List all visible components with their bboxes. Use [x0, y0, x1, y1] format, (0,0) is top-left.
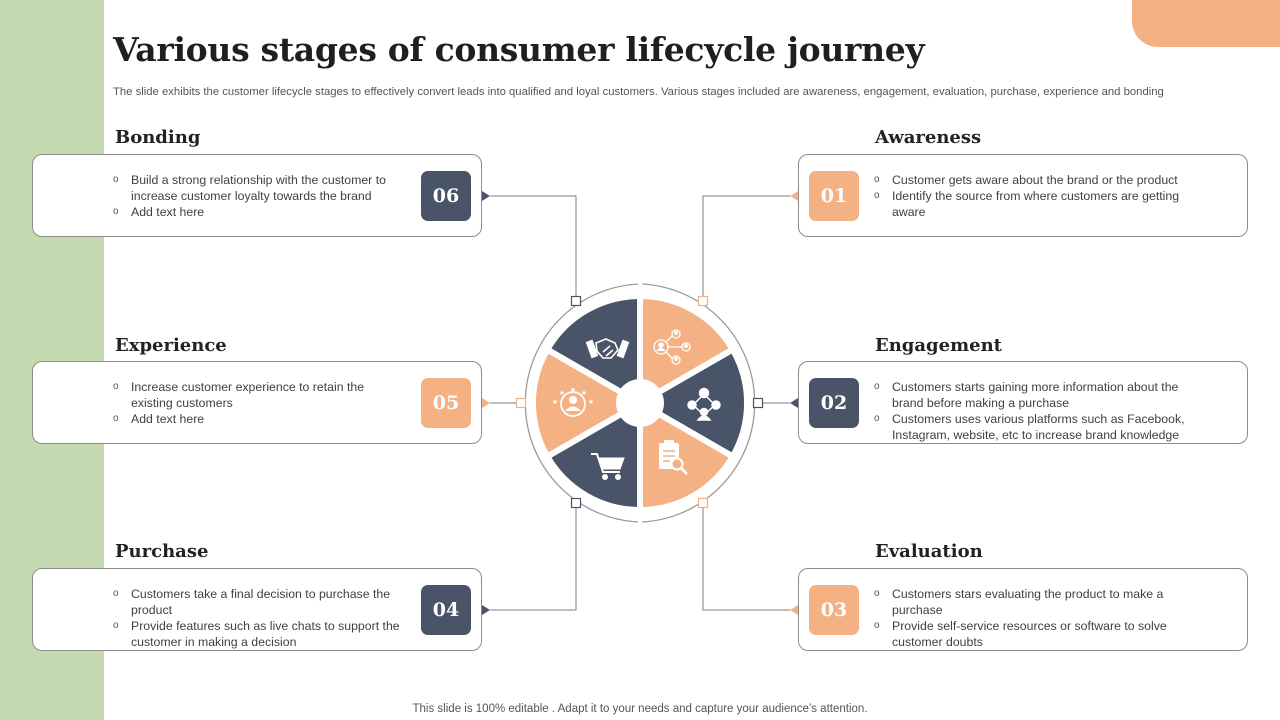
sector-evaluation [637, 397, 737, 514]
handshake-icon [585, 338, 630, 359]
sector-experience [530, 345, 647, 461]
corner-accent-tab [1132, 0, 1280, 47]
stage-title-experience: Experience [115, 335, 227, 356]
stage-card-bonding: Build a strong relationship with the cus… [32, 154, 482, 237]
bullet-list: Build a strong relationship with the cus… [113, 172, 408, 220]
stage-title-bonding: Bonding [115, 127, 201, 148]
svg-text:★: ★ [588, 398, 594, 406]
bullet-item: Identify the source from where customers… [874, 188, 1209, 220]
stage-number-badge: 02 [809, 378, 859, 428]
customer-rating-icon: ★ ★ ★ ★ ★ [552, 386, 594, 417]
bullet-item: Customers uses various platforms such as… [874, 411, 1209, 443]
bullet-item: Customers take a final decision to purch… [113, 586, 408, 618]
clipboard-search-icon [659, 440, 688, 475]
bullet-list: Customers take a final decision to purch… [113, 586, 408, 650]
sector-awareness [637, 292, 737, 409]
stage-title-evaluation: Evaluation [875, 541, 983, 562]
bullet-item: Increase customer experience to retain t… [113, 379, 408, 411]
bullet-item: Customer gets aware about the brand or t… [874, 172, 1209, 188]
svg-text:★: ★ [581, 389, 587, 397]
svg-text:★: ★ [570, 386, 576, 394]
stage-card-engagement: 02 Customers starts gaining more informa… [798, 361, 1248, 444]
bullet-list: Increase customer experience to retain t… [113, 379, 408, 427]
stage-card-awareness: 01 Customer gets aware about the brand o… [798, 154, 1248, 237]
sector-purchase [543, 397, 643, 514]
stage-number-badge: 05 [421, 378, 471, 428]
svg-text:★: ★ [552, 398, 558, 406]
bullet-item: Customers stars evaluating the product t… [874, 586, 1209, 618]
wheel-center [616, 379, 664, 427]
bullet-item: Provide self-service resources or softwa… [874, 618, 1209, 650]
page-title: Various stages of consumer lifecycle jou… [113, 30, 925, 69]
stage-card-purchase: Customers take a final decision to purch… [32, 568, 482, 651]
stage-number-badge: 04 [421, 585, 471, 635]
bullet-item: Customers starts gaining more informatio… [874, 379, 1209, 411]
bullet-item: Build a strong relationship with the cus… [113, 172, 408, 204]
page-subtitle: The slide exhibits the customer lifecycl… [113, 86, 1164, 98]
bullet-list: Customers starts gaining more informatio… [874, 379, 1209, 443]
stage-title-engagement: Engagement [875, 335, 1002, 356]
bullet-list: Customer gets aware about the brand or t… [874, 172, 1209, 220]
group-network-icon [653, 329, 691, 365]
shopping-cart-icon [591, 453, 625, 480]
stage-title-purchase: Purchase [115, 541, 209, 562]
bullet-item: Add text here [113, 204, 408, 220]
stage-number-badge: 01 [809, 171, 859, 221]
bullet-item: Provide features such as live chats to s… [113, 618, 408, 650]
bullet-list: Customers stars evaluating the product t… [874, 586, 1209, 650]
stage-card-evaluation: 03 Customers stars evaluating the produc… [798, 568, 1248, 651]
stage-number-badge: 03 [809, 585, 859, 635]
footer-note: This slide is 100% editable . Adapt it t… [412, 703, 868, 715]
bullet-item: Add text here [113, 411, 408, 427]
svg-text:★: ★ [559, 389, 565, 397]
people-network-icon [687, 387, 721, 421]
stage-card-experience: Increase customer experience to retain t… [32, 361, 482, 444]
stage-number-badge: 06 [421, 171, 471, 221]
stage-title-awareness: Awareness [875, 127, 982, 148]
